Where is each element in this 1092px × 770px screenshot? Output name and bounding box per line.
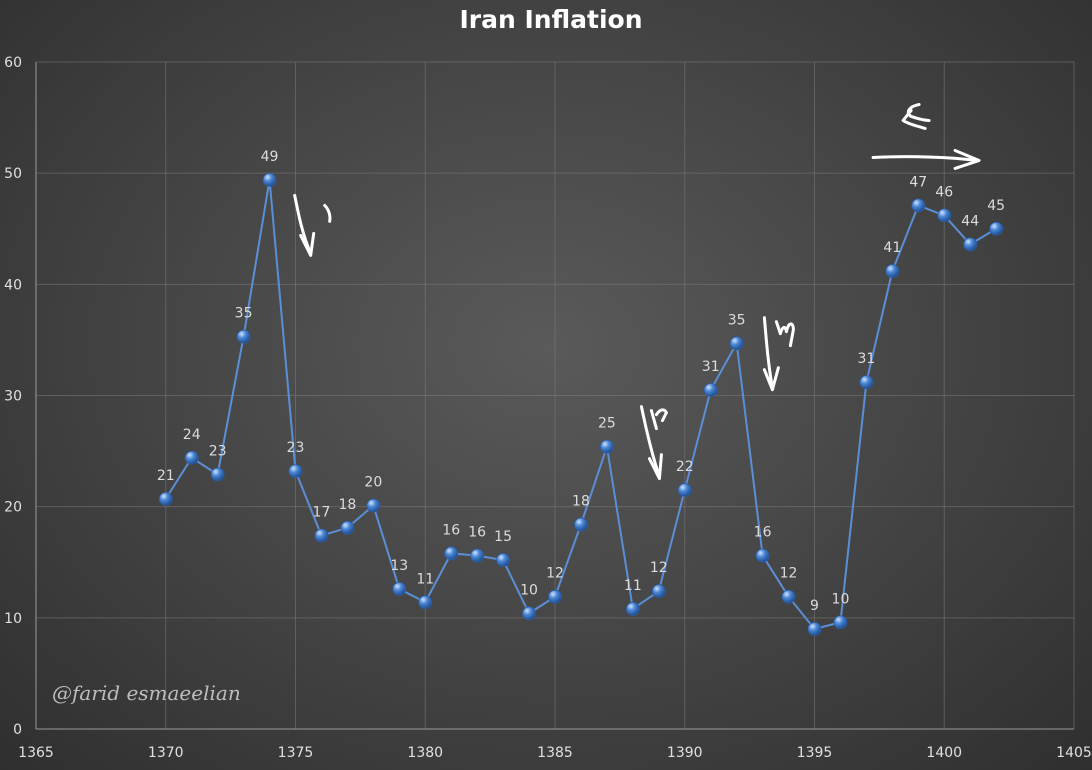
data-point <box>262 172 277 187</box>
annotation-1 <box>293 193 332 257</box>
data-point <box>885 264 900 278</box>
x-tick-label: 1405 <box>1056 745 1092 761</box>
data-label: 31 <box>702 359 720 375</box>
data-label: 13 <box>390 558 408 574</box>
data-label: 16 <box>754 525 772 541</box>
y-tick-label: 0 <box>13 722 22 738</box>
data-label: 12 <box>546 566 564 582</box>
data-point <box>703 383 718 397</box>
data-label: 31 <box>857 351 875 367</box>
x-tick-label: 1380 <box>407 745 443 761</box>
series-inflation <box>158 172 1004 636</box>
data-label: 12 <box>780 566 798 582</box>
data-point <box>781 589 796 604</box>
data-point <box>859 375 874 390</box>
data-label: 46 <box>935 184 953 200</box>
data-label: 17 <box>313 505 331 521</box>
data-point <box>833 615 848 630</box>
data-label: 44 <box>961 213 979 229</box>
y-tick-label: 10 <box>4 611 22 627</box>
data-point <box>963 237 978 252</box>
data-label: 25 <box>598 416 616 432</box>
data-point <box>651 584 666 599</box>
data-label: 22 <box>676 459 694 475</box>
y-tick-label: 30 <box>4 389 22 405</box>
data-label: 35 <box>728 312 746 328</box>
y-tick-label: 20 <box>4 500 22 516</box>
data-point <box>911 198 926 213</box>
data-label: 35 <box>235 306 253 322</box>
data-point <box>496 553 511 567</box>
x-tick-label: 1370 <box>148 745 184 761</box>
x-tick-label: 1365 <box>18 745 54 761</box>
data-point <box>989 221 1004 236</box>
data-label: 23 <box>287 440 305 456</box>
data-point <box>158 491 173 506</box>
data-label: 23 <box>209 443 227 459</box>
data-point <box>340 520 355 535</box>
data-label: 18 <box>572 493 590 509</box>
x-tick-label: 1375 <box>278 745 314 761</box>
data-point <box>807 622 822 636</box>
data-point <box>444 546 459 561</box>
data-point <box>677 483 692 497</box>
data-point <box>236 329 251 344</box>
data-label: 10 <box>520 582 538 598</box>
data-label: 11 <box>624 578 642 594</box>
data-point <box>366 498 381 513</box>
data-point <box>729 336 744 351</box>
data-point <box>600 439 614 454</box>
x-tick-label: 1395 <box>797 745 833 761</box>
data-point <box>755 548 770 563</box>
gridlines <box>35 61 1075 729</box>
watermark-signature: @farid esmaeelian <box>52 681 241 705</box>
data-label: 20 <box>364 475 382 491</box>
data-label: 49 <box>261 149 279 165</box>
x-tick-label: 1385 <box>537 745 573 761</box>
data-point <box>314 528 329 543</box>
data-label: 47 <box>909 174 927 190</box>
data-label: 11 <box>416 571 434 587</box>
annotation-3 <box>762 316 795 392</box>
data-labels: 21 24 23 35 49 23 17 18 20 13 11 16 16 15 10 12 18 25 11 12… <box>157 149 1005 614</box>
y-tick-label: 60 <box>4 55 22 71</box>
data-point <box>574 517 588 532</box>
data-point <box>470 548 485 563</box>
chart-title: Iran Inflation <box>460 5 643 34</box>
data-label: 16 <box>468 525 486 541</box>
series-line <box>164 179 997 631</box>
data-label: 12 <box>650 560 668 576</box>
data-label: 24 <box>183 427 201 443</box>
data-point <box>418 595 433 610</box>
handwritten-annotations <box>293 102 981 481</box>
data-label: 21 <box>157 468 175 484</box>
data-label: 16 <box>442 522 460 538</box>
data-point <box>522 606 536 621</box>
data-point <box>548 589 562 604</box>
data-point <box>392 582 407 596</box>
data-label: 45 <box>987 198 1005 214</box>
data-label: 41 <box>883 240 901 256</box>
data-point <box>210 467 225 482</box>
x-tick-label: 1390 <box>667 745 703 761</box>
data-label: 15 <box>494 529 512 545</box>
data-label: 18 <box>338 497 356 513</box>
annotation-2 <box>639 405 668 481</box>
x-tick-label: 1400 <box>926 745 962 761</box>
data-label: 10 <box>832 591 850 607</box>
data-point <box>288 464 303 478</box>
data-point <box>625 602 640 616</box>
data-point <box>184 450 199 465</box>
data-label: 9 <box>810 598 819 614</box>
annotation-4 <box>871 102 981 170</box>
y-tick-label: 40 <box>4 277 22 293</box>
y-tick-label: 50 <box>4 166 22 182</box>
data-point <box>937 208 952 223</box>
